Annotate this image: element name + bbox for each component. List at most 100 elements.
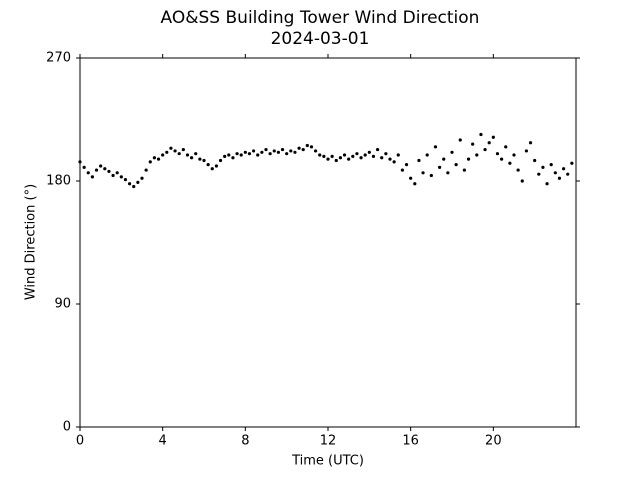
point bbox=[264, 147, 268, 152]
point bbox=[520, 179, 524, 183]
point bbox=[458, 138, 462, 142]
point bbox=[256, 153, 260, 157]
point bbox=[487, 141, 491, 145]
point bbox=[450, 150, 454, 154]
point bbox=[504, 145, 508, 149]
point bbox=[214, 164, 218, 168]
x-tick-label: 0 bbox=[76, 434, 84, 449]
point bbox=[363, 153, 367, 157]
point bbox=[347, 157, 351, 161]
point bbox=[338, 156, 342, 160]
point bbox=[516, 168, 520, 172]
chart-title: AO&SS Building Tower Wind Direction bbox=[161, 8, 480, 28]
point bbox=[231, 156, 235, 160]
point bbox=[140, 176, 144, 180]
point bbox=[185, 153, 190, 157]
point bbox=[421, 171, 425, 175]
point bbox=[508, 161, 512, 165]
point bbox=[342, 153, 347, 157]
x-tick-label: 20 bbox=[485, 434, 502, 449]
point bbox=[479, 132, 483, 137]
point bbox=[404, 163, 409, 167]
point bbox=[272, 149, 276, 153]
point bbox=[132, 184, 136, 189]
point bbox=[148, 160, 152, 164]
point bbox=[367, 150, 371, 154]
point bbox=[351, 154, 355, 158]
point bbox=[462, 168, 466, 172]
point bbox=[413, 182, 417, 186]
point bbox=[260, 150, 264, 154]
point bbox=[305, 143, 309, 148]
point bbox=[438, 165, 442, 169]
point bbox=[169, 146, 173, 150]
point bbox=[433, 145, 438, 149]
y-tick-label: 0 bbox=[63, 420, 71, 435]
point bbox=[380, 156, 384, 160]
point bbox=[235, 152, 239, 156]
point bbox=[82, 165, 86, 169]
point bbox=[371, 154, 376, 158]
point bbox=[239, 153, 243, 157]
x-tick-label: 16 bbox=[402, 434, 419, 449]
point bbox=[243, 150, 247, 154]
point bbox=[400, 168, 404, 172]
x-tick-label: 12 bbox=[320, 434, 337, 449]
point bbox=[396, 153, 400, 157]
point bbox=[528, 141, 533, 145]
point bbox=[136, 180, 140, 184]
point bbox=[570, 161, 574, 165]
point bbox=[326, 157, 330, 161]
point bbox=[537, 172, 541, 176]
point bbox=[111, 173, 115, 178]
point bbox=[227, 153, 231, 157]
point bbox=[297, 146, 301, 150]
point bbox=[466, 157, 471, 161]
point bbox=[144, 168, 148, 172]
x-tick-label: 8 bbox=[241, 434, 249, 449]
point bbox=[285, 152, 289, 156]
point bbox=[252, 149, 256, 153]
point bbox=[280, 147, 285, 152]
point bbox=[90, 175, 94, 179]
point bbox=[177, 152, 181, 156]
point bbox=[247, 152, 252, 156]
point bbox=[210, 167, 214, 171]
point bbox=[355, 152, 359, 156]
point bbox=[409, 176, 413, 180]
y-axis-label: Wind Direction (°) bbox=[24, 184, 39, 300]
point bbox=[322, 154, 326, 158]
point bbox=[289, 149, 293, 153]
point bbox=[376, 147, 380, 152]
point bbox=[301, 147, 305, 152]
point bbox=[446, 171, 450, 175]
point bbox=[293, 150, 297, 154]
point bbox=[202, 158, 206, 163]
x-tick-label: 4 bbox=[159, 434, 167, 449]
point bbox=[156, 157, 161, 161]
point bbox=[276, 150, 280, 154]
point bbox=[94, 168, 99, 172]
point bbox=[78, 160, 82, 164]
point bbox=[206, 163, 210, 167]
point bbox=[165, 150, 169, 154]
point bbox=[161, 153, 165, 157]
point bbox=[194, 152, 198, 156]
point bbox=[103, 167, 107, 171]
point bbox=[566, 172, 570, 176]
point bbox=[181, 147, 185, 152]
point bbox=[115, 171, 119, 175]
point bbox=[318, 153, 322, 157]
point bbox=[218, 158, 223, 163]
point bbox=[549, 163, 553, 167]
y-tick-label: 180 bbox=[46, 174, 71, 189]
point bbox=[107, 169, 111, 174]
point bbox=[119, 175, 123, 179]
plot-frame bbox=[79, 57, 577, 428]
point bbox=[512, 153, 516, 157]
point bbox=[330, 154, 334, 158]
point bbox=[86, 171, 90, 175]
y-tick-label: 90 bbox=[54, 297, 71, 312]
point bbox=[223, 154, 227, 158]
